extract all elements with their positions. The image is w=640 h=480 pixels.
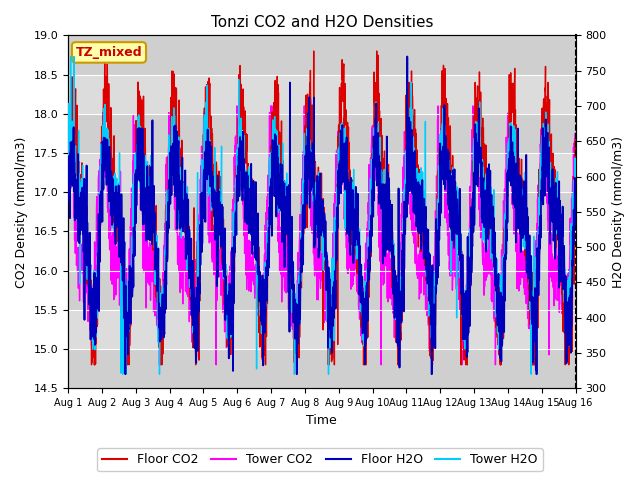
Y-axis label: CO2 Density (mmol/m3): CO2 Density (mmol/m3): [15, 136, 28, 288]
Text: TZ_mixed: TZ_mixed: [76, 46, 142, 59]
Bar: [68, 153, 575, 192]
Bar: [68, 36, 575, 74]
Bar: [68, 271, 575, 310]
Legend: Floor CO2, Tower CO2, Floor H2O, Tower H2O: Floor CO2, Tower CO2, Floor H2O, Tower H…: [97, 448, 543, 471]
Title: Tonzi CO2 and H2O Densities: Tonzi CO2 and H2O Densities: [211, 15, 433, 30]
Bar: [68, 231, 575, 271]
X-axis label: Time: Time: [307, 414, 337, 427]
Bar: [68, 114, 575, 153]
Bar: [68, 74, 575, 114]
Bar: [68, 192, 575, 231]
Bar: [68, 310, 575, 349]
Y-axis label: H2O Density (mmol/m3): H2O Density (mmol/m3): [612, 136, 625, 288]
Bar: [68, 349, 575, 388]
